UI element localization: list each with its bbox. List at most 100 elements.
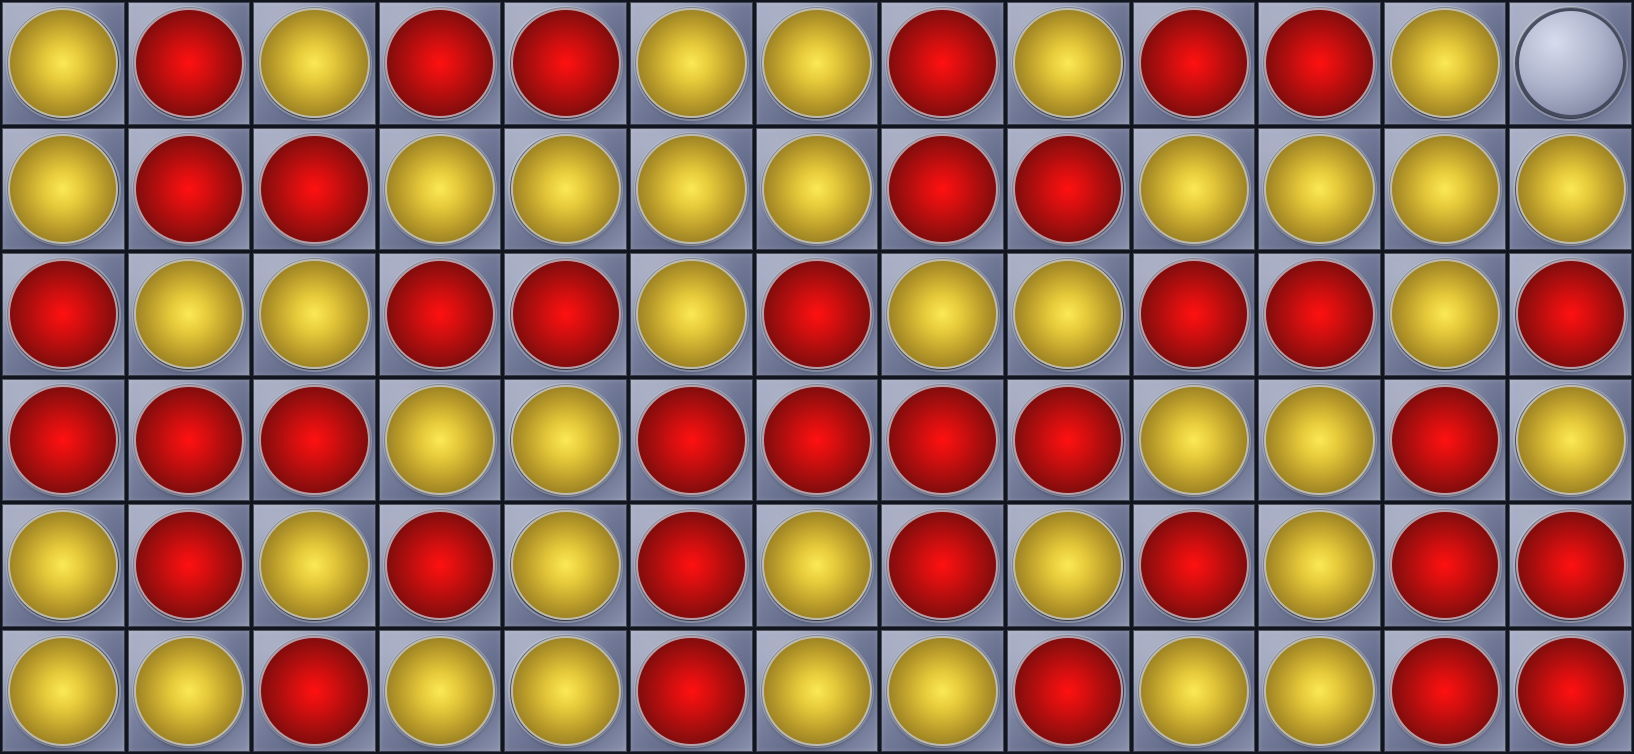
board-cell-r4-c2[interactable] bbox=[127, 378, 251, 501]
board-cell-r5-c5[interactable] bbox=[504, 504, 628, 627]
board-cell-r3-c10[interactable] bbox=[1132, 253, 1256, 376]
board-cell-r2-c2[interactable] bbox=[127, 127, 251, 250]
red-disc bbox=[1138, 259, 1249, 370]
board-cell-r6-c11[interactable] bbox=[1258, 629, 1381, 752]
board-cell-r5-c8[interactable] bbox=[881, 504, 1004, 627]
board-cell-r2-c1[interactable] bbox=[2, 127, 125, 250]
board-cell-r4-c1[interactable] bbox=[2, 378, 125, 501]
board-cell-r6-c6[interactable] bbox=[630, 629, 753, 752]
board-cell-r5-c3[interactable] bbox=[253, 504, 376, 627]
board-cell-r1-c9[interactable] bbox=[1006, 2, 1130, 125]
board-cell-r5-c11[interactable] bbox=[1258, 504, 1381, 627]
red-disc bbox=[887, 384, 998, 495]
board-cell-r2-c8[interactable] bbox=[881, 127, 1004, 250]
board-cell-r1-c8[interactable] bbox=[881, 2, 1004, 125]
board-cell-r2-c9[interactable] bbox=[1006, 127, 1130, 250]
board-cell-r6-c1[interactable] bbox=[2, 629, 125, 752]
board-cell-r5-c2[interactable] bbox=[127, 504, 251, 627]
board-cell-r4-c9[interactable] bbox=[1006, 378, 1130, 501]
board-cell-r1-c2[interactable] bbox=[127, 2, 251, 125]
board-cell-r3-c4[interactable] bbox=[378, 253, 502, 376]
board-cell-r4-c13[interactable] bbox=[1509, 378, 1632, 501]
board-cell-r1-c13[interactable] bbox=[1509, 2, 1632, 125]
board-cell-r6-c12[interactable] bbox=[1383, 629, 1507, 752]
board-cell-r2-c3[interactable] bbox=[253, 127, 376, 250]
red-disc bbox=[1515, 510, 1626, 621]
red-disc bbox=[510, 8, 621, 119]
board-cell-r3-c3[interactable] bbox=[253, 253, 376, 376]
board-cell-r1-c7[interactable] bbox=[755, 2, 879, 125]
board-cell-r6-c10[interactable] bbox=[1132, 629, 1256, 752]
red-disc bbox=[1138, 510, 1249, 621]
board-cell-r5-c12[interactable] bbox=[1383, 504, 1507, 627]
board-cell-r4-c6[interactable] bbox=[630, 378, 753, 501]
board-cell-r1-c11[interactable] bbox=[1258, 2, 1381, 125]
board-cell-r4-c8[interactable] bbox=[881, 378, 1004, 501]
board-cell-r4-c10[interactable] bbox=[1132, 378, 1256, 501]
red-disc bbox=[1138, 8, 1249, 119]
board-cell-r3-c1[interactable] bbox=[2, 253, 125, 376]
board-cell-r1-c10[interactable] bbox=[1132, 2, 1256, 125]
yellow-disc bbox=[1138, 133, 1249, 244]
yellow-disc bbox=[1138, 635, 1249, 746]
board-cell-r2-c11[interactable] bbox=[1258, 127, 1381, 250]
board-cell-r1-c12[interactable] bbox=[1383, 2, 1507, 125]
board-cell-r3-c2[interactable] bbox=[127, 253, 251, 376]
board-cell-r1-c6[interactable] bbox=[630, 2, 753, 125]
board-cell-r5-c10[interactable] bbox=[1132, 504, 1256, 627]
board-cell-r1-c3[interactable] bbox=[253, 2, 376, 125]
board-cell-r2-c5[interactable] bbox=[504, 127, 628, 250]
board-cell-r1-c5[interactable] bbox=[504, 2, 628, 125]
red-disc bbox=[1389, 384, 1501, 495]
board-cell-r1-c1[interactable] bbox=[2, 2, 125, 125]
board-cell-r2-c10[interactable] bbox=[1132, 127, 1256, 250]
board-cell-r1-c4[interactable] bbox=[378, 2, 502, 125]
board-cell-r4-c7[interactable] bbox=[755, 378, 879, 501]
red-disc bbox=[259, 635, 370, 746]
board-cell-r3-c7[interactable] bbox=[755, 253, 879, 376]
red-disc bbox=[761, 384, 873, 495]
board-cell-r6-c7[interactable] bbox=[755, 629, 879, 752]
board-cell-r4-c3[interactable] bbox=[253, 378, 376, 501]
board-cell-r3-c13[interactable] bbox=[1509, 253, 1632, 376]
board-cell-r2-c7[interactable] bbox=[755, 127, 879, 250]
yellow-disc bbox=[133, 635, 245, 746]
board-cell-r3-c9[interactable] bbox=[1006, 253, 1130, 376]
yellow-disc bbox=[1264, 510, 1375, 621]
yellow-disc bbox=[384, 635, 496, 746]
board-cell-r5-c1[interactable] bbox=[2, 504, 125, 627]
yellow-disc bbox=[761, 8, 873, 119]
red-disc bbox=[384, 8, 496, 119]
yellow-disc bbox=[1389, 133, 1501, 244]
board-cell-r6-c5[interactable] bbox=[504, 629, 628, 752]
board-cell-r3-c6[interactable] bbox=[630, 253, 753, 376]
board-cell-r5-c6[interactable] bbox=[630, 504, 753, 627]
board-cell-r2-c12[interactable] bbox=[1383, 127, 1507, 250]
board-cell-r4-c11[interactable] bbox=[1258, 378, 1381, 501]
board-cell-r2-c13[interactable] bbox=[1509, 127, 1632, 250]
red-disc bbox=[384, 259, 496, 370]
red-disc bbox=[1389, 510, 1501, 621]
board-cell-r5-c9[interactable] bbox=[1006, 504, 1130, 627]
board-cell-r4-c4[interactable] bbox=[378, 378, 502, 501]
board-cell-r2-c4[interactable] bbox=[378, 127, 502, 250]
board-cell-r6-c9[interactable] bbox=[1006, 629, 1130, 752]
red-disc bbox=[636, 384, 747, 495]
yellow-disc bbox=[510, 510, 621, 621]
board-cell-r5-c7[interactable] bbox=[755, 504, 879, 627]
red-disc bbox=[887, 510, 998, 621]
board-cell-r2-c6[interactable] bbox=[630, 127, 753, 250]
board-cell-r6-c4[interactable] bbox=[378, 629, 502, 752]
board-cell-r5-c13[interactable] bbox=[1509, 504, 1632, 627]
board-cell-r6-c8[interactable] bbox=[881, 629, 1004, 752]
board-cell-r3-c8[interactable] bbox=[881, 253, 1004, 376]
board-cell-r6-c13[interactable] bbox=[1509, 629, 1632, 752]
board-cell-r4-c5[interactable] bbox=[504, 378, 628, 501]
board-cell-r3-c11[interactable] bbox=[1258, 253, 1381, 376]
board-cell-r4-c12[interactable] bbox=[1383, 378, 1507, 501]
board-cell-r3-c12[interactable] bbox=[1383, 253, 1507, 376]
board-cell-r3-c5[interactable] bbox=[504, 253, 628, 376]
board-cell-r6-c3[interactable] bbox=[253, 629, 376, 752]
board-cell-r6-c2[interactable] bbox=[127, 629, 251, 752]
board-cell-r5-c4[interactable] bbox=[378, 504, 502, 627]
